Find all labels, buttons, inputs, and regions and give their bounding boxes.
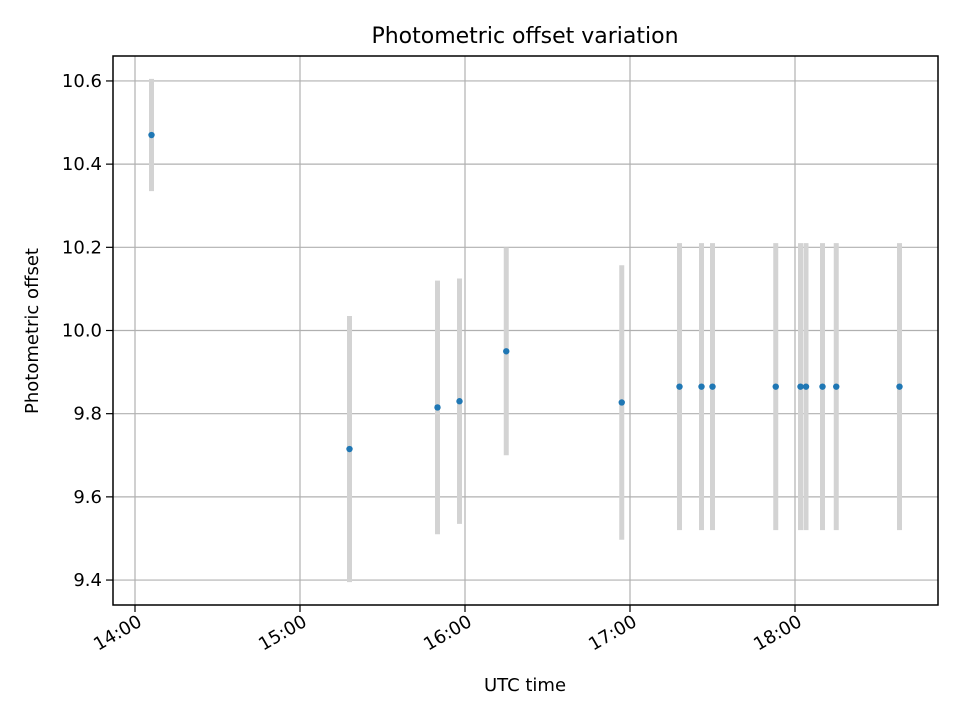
data-point	[802, 383, 810, 390]
grid	[113, 56, 938, 605]
y-tick-label: 10.4	[62, 154, 102, 175]
data-point	[618, 399, 625, 406]
data-point	[833, 383, 840, 390]
data-point	[346, 445, 353, 453]
data-point	[676, 383, 683, 390]
data-point	[797, 383, 804, 390]
y-tick-label: 10.0	[62, 321, 102, 342]
data-point	[456, 398, 463, 405]
x-axis-ticks: 14:00 15:00 16:00 17:00 18:00	[90, 605, 806, 655]
data-point	[709, 383, 716, 390]
data-point	[503, 348, 510, 355]
y-tick-label: 9.6	[73, 487, 102, 508]
y-tick-label: 9.4	[73, 570, 102, 591]
y-tick-label: 10.2	[62, 237, 102, 258]
x-tick-label: 18:00	[750, 611, 805, 655]
y-tick-label: 10.6	[62, 71, 102, 92]
x-tick-label: 17:00	[585, 611, 640, 655]
data-point	[434, 404, 441, 411]
x-tick-label: 16:00	[420, 611, 475, 655]
data-points	[148, 131, 903, 453]
y-axis-label: Photometric offset	[22, 248, 43, 414]
x-tick-label: 14:00	[90, 611, 145, 655]
data-point	[819, 383, 826, 390]
data-point	[896, 383, 903, 390]
y-tick-label: 9.8	[73, 404, 102, 425]
x-axis-label: UTC time	[484, 675, 566, 696]
chart-title: Photometric offset variation	[371, 24, 678, 49]
x-tick-label: 15:00	[255, 611, 310, 655]
y-axis-ticks: 9.4 9.6 9.8 10.0 10.2 10.4 10.6	[62, 71, 113, 591]
data-point	[772, 383, 779, 390]
data-point	[698, 383, 705, 390]
data-point	[148, 131, 155, 139]
